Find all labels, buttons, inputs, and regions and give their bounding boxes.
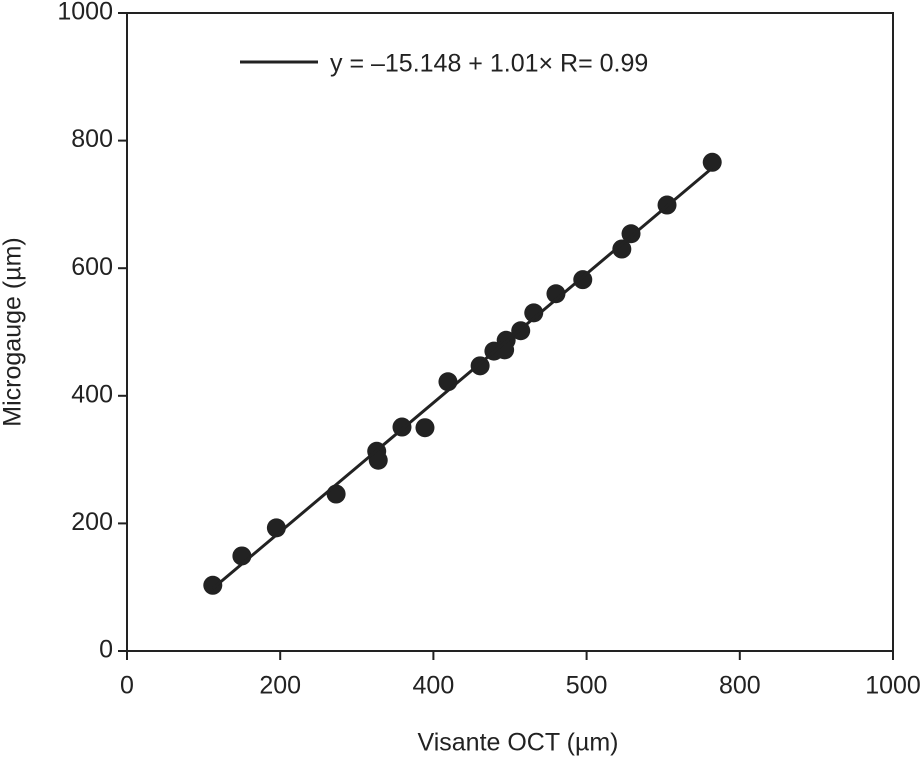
- data-point: [203, 575, 223, 595]
- x-tick-label: 0: [120, 672, 134, 700]
- y-tick-label: 0: [99, 636, 113, 664]
- x-tick-label: 400: [413, 672, 455, 700]
- data-point: [368, 450, 388, 470]
- y-tick-label: 800: [71, 125, 113, 153]
- y-tick-label: 600: [71, 253, 113, 281]
- data-point: [546, 284, 566, 304]
- y-axis-label: Microgauge (µm): [0, 237, 27, 426]
- data-point: [438, 372, 458, 392]
- y-tick-label: 1000: [57, 0, 113, 26]
- x-tick-label: 1000: [865, 672, 921, 700]
- x-axis-label: Visante OCT (µm): [417, 729, 618, 757]
- x-tick-label: 500: [566, 672, 608, 700]
- fit-line: [211, 166, 714, 590]
- data-point: [326, 484, 346, 504]
- x-tick-label: 200: [259, 672, 301, 700]
- y-tick-label: 200: [71, 508, 113, 536]
- plot-frame: [126, 12, 894, 652]
- x-tick-label: 800: [719, 672, 761, 700]
- data-point: [612, 239, 632, 259]
- y-tick-label: 400: [71, 380, 113, 408]
- legend-label: y = –15.148 + 1.01× R= 0.99: [330, 50, 648, 78]
- data-point: [415, 418, 435, 438]
- data-point: [702, 152, 722, 172]
- data-point: [524, 303, 544, 323]
